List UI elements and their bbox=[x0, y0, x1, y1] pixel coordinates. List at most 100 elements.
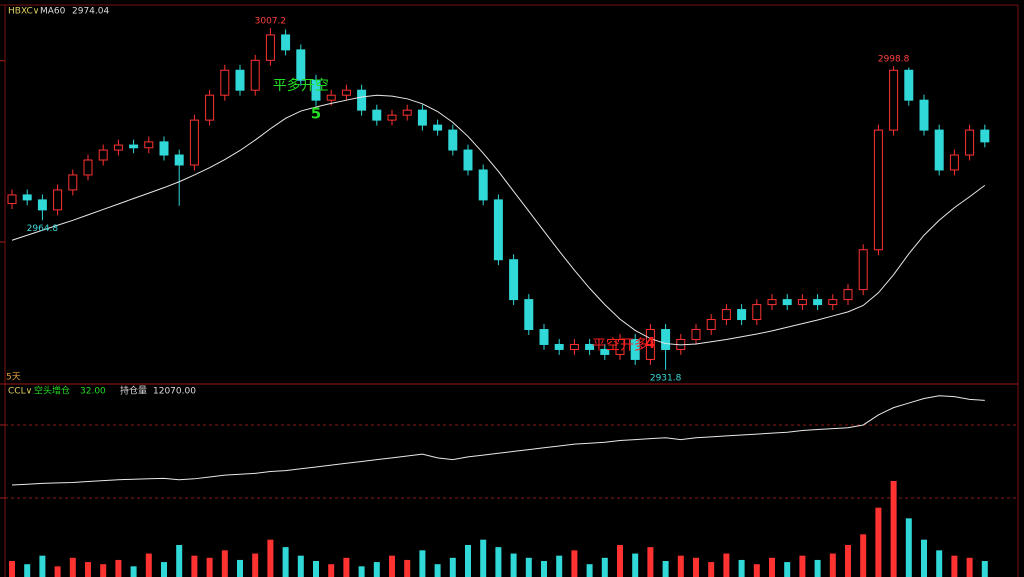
volume-bar bbox=[601, 557, 608, 577]
volume-bar bbox=[495, 547, 502, 577]
volume-bar bbox=[966, 557, 973, 577]
candle-body bbox=[873, 129, 883, 251]
annotation: 4 bbox=[645, 334, 655, 352]
candle-body bbox=[721, 309, 731, 321]
candle-body bbox=[448, 129, 458, 151]
candle-body bbox=[205, 94, 215, 121]
volume-bar bbox=[9, 561, 15, 577]
volume-bar bbox=[845, 545, 851, 577]
candle-body bbox=[189, 119, 199, 166]
oi-value: 12070.00 bbox=[153, 387, 196, 397]
period-label: 5天 bbox=[6, 373, 21, 383]
volume-bar bbox=[814, 559, 821, 577]
volume-bar bbox=[753, 564, 760, 577]
candle-body bbox=[706, 319, 716, 331]
candle-body bbox=[357, 89, 367, 111]
candle-body bbox=[311, 79, 321, 101]
volume-bar bbox=[890, 481, 897, 577]
candle-body bbox=[585, 343, 595, 350]
volume-bar bbox=[313, 561, 319, 577]
candle-body bbox=[159, 141, 169, 156]
candle-body bbox=[980, 129, 990, 143]
price-label: 2964.8 bbox=[27, 224, 59, 234]
volume-bar bbox=[647, 547, 654, 577]
ma-name: MA60 bbox=[40, 7, 66, 17]
sub-signal-value: 32.00 bbox=[80, 387, 106, 397]
volume-bar bbox=[206, 557, 213, 577]
candle-body bbox=[402, 109, 412, 116]
candle-body bbox=[919, 99, 929, 131]
volume-bar bbox=[799, 555, 806, 577]
volume-bar bbox=[708, 562, 715, 577]
candle-body bbox=[569, 343, 579, 350]
volume-bar bbox=[85, 562, 91, 577]
volume-bar bbox=[145, 553, 152, 577]
volume-bar bbox=[252, 553, 259, 577]
volume-bar bbox=[115, 559, 122, 577]
volume-bar bbox=[328, 564, 335, 577]
volume-bar bbox=[282, 547, 289, 577]
volume-bar bbox=[571, 550, 578, 577]
volume-bar bbox=[738, 559, 745, 577]
price-label: 2998.8 bbox=[878, 55, 910, 65]
candle-body bbox=[174, 154, 184, 166]
volume-bar bbox=[267, 539, 274, 577]
candle-body bbox=[813, 299, 823, 306]
candle-body bbox=[433, 124, 443, 131]
candle-body bbox=[387, 114, 397, 121]
candle-body bbox=[417, 109, 427, 126]
candle-body bbox=[524, 299, 534, 331]
candle-body bbox=[144, 141, 154, 149]
candle-body bbox=[858, 249, 868, 291]
candle-body bbox=[37, 199, 47, 211]
candle-body bbox=[265, 34, 275, 61]
candle-body bbox=[372, 109, 382, 121]
candle-body bbox=[828, 299, 838, 306]
volume-bar bbox=[860, 534, 867, 577]
candle-body bbox=[493, 199, 503, 261]
candle-body bbox=[281, 34, 291, 51]
candle-body bbox=[113, 144, 123, 151]
candle-body bbox=[98, 149, 108, 161]
price-label: 3007.2 bbox=[255, 17, 287, 27]
volume-bar bbox=[556, 555, 563, 577]
candle-body bbox=[889, 69, 899, 131]
volume-bar bbox=[769, 557, 775, 577]
volume-bar bbox=[130, 566, 137, 577]
volume-bar bbox=[875, 507, 882, 577]
candle-body bbox=[326, 94, 336, 101]
volume-bar bbox=[693, 557, 699, 577]
volume-bar bbox=[784, 562, 791, 577]
oi-line bbox=[11, 395, 985, 486]
sub-signal: 空头增仓 bbox=[34, 385, 70, 397]
candle-body bbox=[22, 194, 32, 201]
ma-value: 2974.04 bbox=[72, 7, 109, 17]
volume-bar bbox=[176, 545, 183, 577]
volume-bar bbox=[161, 562, 167, 577]
volume-bar bbox=[510, 553, 517, 577]
ma60-line bbox=[11, 94, 986, 346]
candle-body bbox=[600, 348, 610, 355]
candle-body bbox=[934, 129, 944, 171]
candle-body bbox=[53, 189, 63, 211]
candle-body bbox=[539, 329, 549, 345]
volume-bar bbox=[586, 564, 593, 577]
candle-body bbox=[463, 149, 473, 171]
volume-bar bbox=[191, 555, 198, 577]
candle-body bbox=[7, 194, 17, 205]
sub-symbol: CCL∨ bbox=[8, 387, 32, 397]
candle-body bbox=[965, 129, 975, 156]
volume-bar bbox=[525, 557, 532, 577]
candle-body bbox=[509, 259, 519, 301]
candle-body bbox=[737, 309, 747, 321]
candle-body bbox=[767, 299, 777, 306]
candle-body bbox=[250, 59, 260, 91]
candle-body bbox=[691, 329, 701, 340]
volume-bar bbox=[449, 557, 456, 577]
volume-bar bbox=[419, 550, 426, 577]
candle-body bbox=[478, 169, 488, 201]
volume-bar bbox=[404, 559, 411, 577]
candle-body bbox=[797, 299, 807, 306]
volume-bar bbox=[829, 553, 836, 577]
volume-bar bbox=[54, 566, 61, 577]
